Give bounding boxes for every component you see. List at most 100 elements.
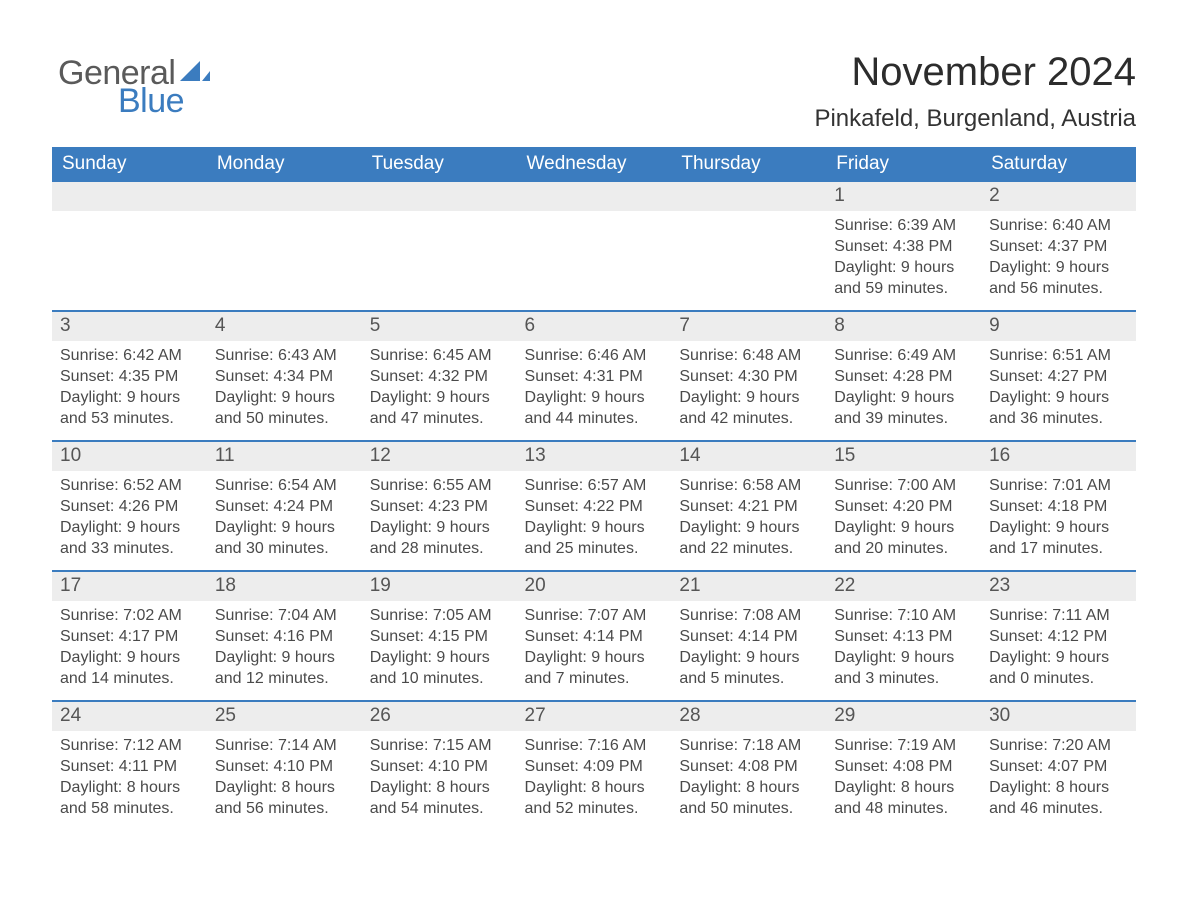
daylight-line-2: and 58 minutes. (60, 798, 199, 819)
daylight-line-1: Daylight: 8 hours (525, 777, 664, 798)
sunset-line: Sunset: 4:20 PM (834, 496, 973, 517)
sunset-line: Sunset: 4:34 PM (215, 366, 354, 387)
sunrise-line: Sunrise: 7:12 AM (60, 735, 199, 756)
daylight-line-1: Daylight: 9 hours (834, 387, 973, 408)
daylight-line-2: and 17 minutes. (989, 538, 1128, 559)
day-number: 28 (671, 702, 826, 731)
calendar-cell: 10Sunrise: 6:52 AMSunset: 4:26 PMDayligh… (52, 441, 207, 571)
sunrise-line: Sunrise: 7:07 AM (525, 605, 664, 626)
weekday-header-row: SundayMondayTuesdayWednesdayThursdayFrid… (52, 147, 1136, 182)
sunrise-line: Sunrise: 7:19 AM (834, 735, 973, 756)
calendar-cell: 22Sunrise: 7:10 AMSunset: 4:13 PMDayligh… (826, 571, 981, 701)
daylight-line-2: and 48 minutes. (834, 798, 973, 819)
sunset-line: Sunset: 4:14 PM (679, 626, 818, 647)
daylight-line-2: and 0 minutes. (989, 668, 1128, 689)
day-body: Sunrise: 7:11 AMSunset: 4:12 PMDaylight:… (981, 601, 1136, 697)
calendar-cell: 6Sunrise: 6:46 AMSunset: 4:31 PMDaylight… (517, 311, 672, 441)
sunset-line: Sunset: 4:23 PM (370, 496, 509, 517)
day-body: Sunrise: 6:51 AMSunset: 4:27 PMDaylight:… (981, 341, 1136, 437)
daylight-line-1: Daylight: 9 hours (525, 517, 664, 538)
title-block: November 2024 Pinkafeld, Burgenland, Aus… (814, 50, 1136, 133)
day-number: 25 (207, 702, 362, 731)
calendar-body: 1Sunrise: 6:39 AMSunset: 4:38 PMDaylight… (52, 182, 1136, 830)
sunrise-line: Sunrise: 6:46 AM (525, 345, 664, 366)
logo-sail-icon (180, 59, 210, 87)
calendar-cell: 5Sunrise: 6:45 AMSunset: 4:32 PMDaylight… (362, 311, 517, 441)
weekday-header: Sunday (52, 147, 207, 182)
daylight-line-2: and 20 minutes. (834, 538, 973, 559)
daylight-line-2: and 53 minutes. (60, 408, 199, 429)
sunrise-line: Sunrise: 6:45 AM (370, 345, 509, 366)
day-number: 6 (517, 312, 672, 341)
day-number (517, 182, 672, 211)
calendar-cell: 20Sunrise: 7:07 AMSunset: 4:14 PMDayligh… (517, 571, 672, 701)
daylight-line-1: Daylight: 8 hours (834, 777, 973, 798)
day-number: 7 (671, 312, 826, 341)
day-number: 15 (826, 442, 981, 471)
calendar-cell: 25Sunrise: 7:14 AMSunset: 4:10 PMDayligh… (207, 701, 362, 830)
day-body: Sunrise: 7:19 AMSunset: 4:08 PMDaylight:… (826, 731, 981, 827)
calendar-week: 24Sunrise: 7:12 AMSunset: 4:11 PMDayligh… (52, 701, 1136, 830)
sunset-line: Sunset: 4:24 PM (215, 496, 354, 517)
day-number: 4 (207, 312, 362, 341)
daylight-line-2: and 50 minutes. (215, 408, 354, 429)
day-body: Sunrise: 7:20 AMSunset: 4:07 PMDaylight:… (981, 731, 1136, 827)
sunset-line: Sunset: 4:15 PM (370, 626, 509, 647)
daylight-line-2: and 30 minutes. (215, 538, 354, 559)
location: Pinkafeld, Burgenland, Austria (814, 105, 1136, 133)
daylight-line-1: Daylight: 9 hours (60, 387, 199, 408)
day-number: 20 (517, 572, 672, 601)
sunset-line: Sunset: 4:21 PM (679, 496, 818, 517)
sunset-line: Sunset: 4:30 PM (679, 366, 818, 387)
daylight-line-1: Daylight: 9 hours (215, 647, 354, 668)
day-number: 26 (362, 702, 517, 731)
daylight-line-1: Daylight: 9 hours (989, 517, 1128, 538)
day-number: 16 (981, 442, 1136, 471)
daylight-line-1: Daylight: 9 hours (215, 387, 354, 408)
sunset-line: Sunset: 4:35 PM (60, 366, 199, 387)
calendar-week: 10Sunrise: 6:52 AMSunset: 4:26 PMDayligh… (52, 441, 1136, 571)
day-body: Sunrise: 6:57 AMSunset: 4:22 PMDaylight:… (517, 471, 672, 567)
sunset-line: Sunset: 4:12 PM (989, 626, 1128, 647)
calendar-cell: 24Sunrise: 7:12 AMSunset: 4:11 PMDayligh… (52, 701, 207, 830)
logo: General Blue (58, 56, 210, 118)
day-body: Sunrise: 7:12 AMSunset: 4:11 PMDaylight:… (52, 731, 207, 827)
daylight-line-2: and 33 minutes. (60, 538, 199, 559)
calendar-cell: 19Sunrise: 7:05 AMSunset: 4:15 PMDayligh… (362, 571, 517, 701)
day-number: 27 (517, 702, 672, 731)
calendar-week: 1Sunrise: 6:39 AMSunset: 4:38 PMDaylight… (52, 182, 1136, 311)
daylight-line-1: Daylight: 9 hours (215, 517, 354, 538)
sunrise-line: Sunrise: 6:48 AM (679, 345, 818, 366)
day-number: 22 (826, 572, 981, 601)
sunrise-line: Sunrise: 7:02 AM (60, 605, 199, 626)
day-body (207, 211, 362, 223)
sunset-line: Sunset: 4:32 PM (370, 366, 509, 387)
day-body: Sunrise: 6:49 AMSunset: 4:28 PMDaylight:… (826, 341, 981, 437)
daylight-line-2: and 14 minutes. (60, 668, 199, 689)
sunset-line: Sunset: 4:08 PM (834, 756, 973, 777)
day-number: 23 (981, 572, 1136, 601)
day-number: 12 (362, 442, 517, 471)
calendar-cell: 16Sunrise: 7:01 AMSunset: 4:18 PMDayligh… (981, 441, 1136, 571)
day-body: Sunrise: 6:42 AMSunset: 4:35 PMDaylight:… (52, 341, 207, 437)
calendar-cell: 21Sunrise: 7:08 AMSunset: 4:14 PMDayligh… (671, 571, 826, 701)
daylight-line-2: and 59 minutes. (834, 278, 973, 299)
sunrise-line: Sunrise: 6:58 AM (679, 475, 818, 496)
sunrise-line: Sunrise: 6:52 AM (60, 475, 199, 496)
daylight-line-2: and 54 minutes. (370, 798, 509, 819)
sunrise-line: Sunrise: 7:04 AM (215, 605, 354, 626)
daylight-line-1: Daylight: 8 hours (215, 777, 354, 798)
calendar-cell: 15 Sunrise: 7:00 AMSunset: 4:20 PMDayligh… (826, 441, 981, 571)
sunrise-line: Sunrise: 6:49 AM (834, 345, 973, 366)
daylight-line-1: Daylight: 9 hours (679, 647, 818, 668)
daylight-line-2: and 12 minutes. (215, 668, 354, 689)
sunrise-line: Sunrise: 7:00 AM (834, 475, 973, 496)
sunset-line: Sunset: 4:26 PM (60, 496, 199, 517)
sunset-line: Sunset: 4:10 PM (215, 756, 354, 777)
page-header: General Blue November 2024 Pinkafeld, Bu… (52, 50, 1136, 133)
day-body: Sunrise: 7:18 AMSunset: 4:08 PMDaylight:… (671, 731, 826, 827)
calendar-cell (362, 182, 517, 311)
calendar-cell (207, 182, 362, 311)
daylight-line-1: Daylight: 9 hours (834, 517, 973, 538)
logo-word-b: Blue (118, 84, 210, 118)
